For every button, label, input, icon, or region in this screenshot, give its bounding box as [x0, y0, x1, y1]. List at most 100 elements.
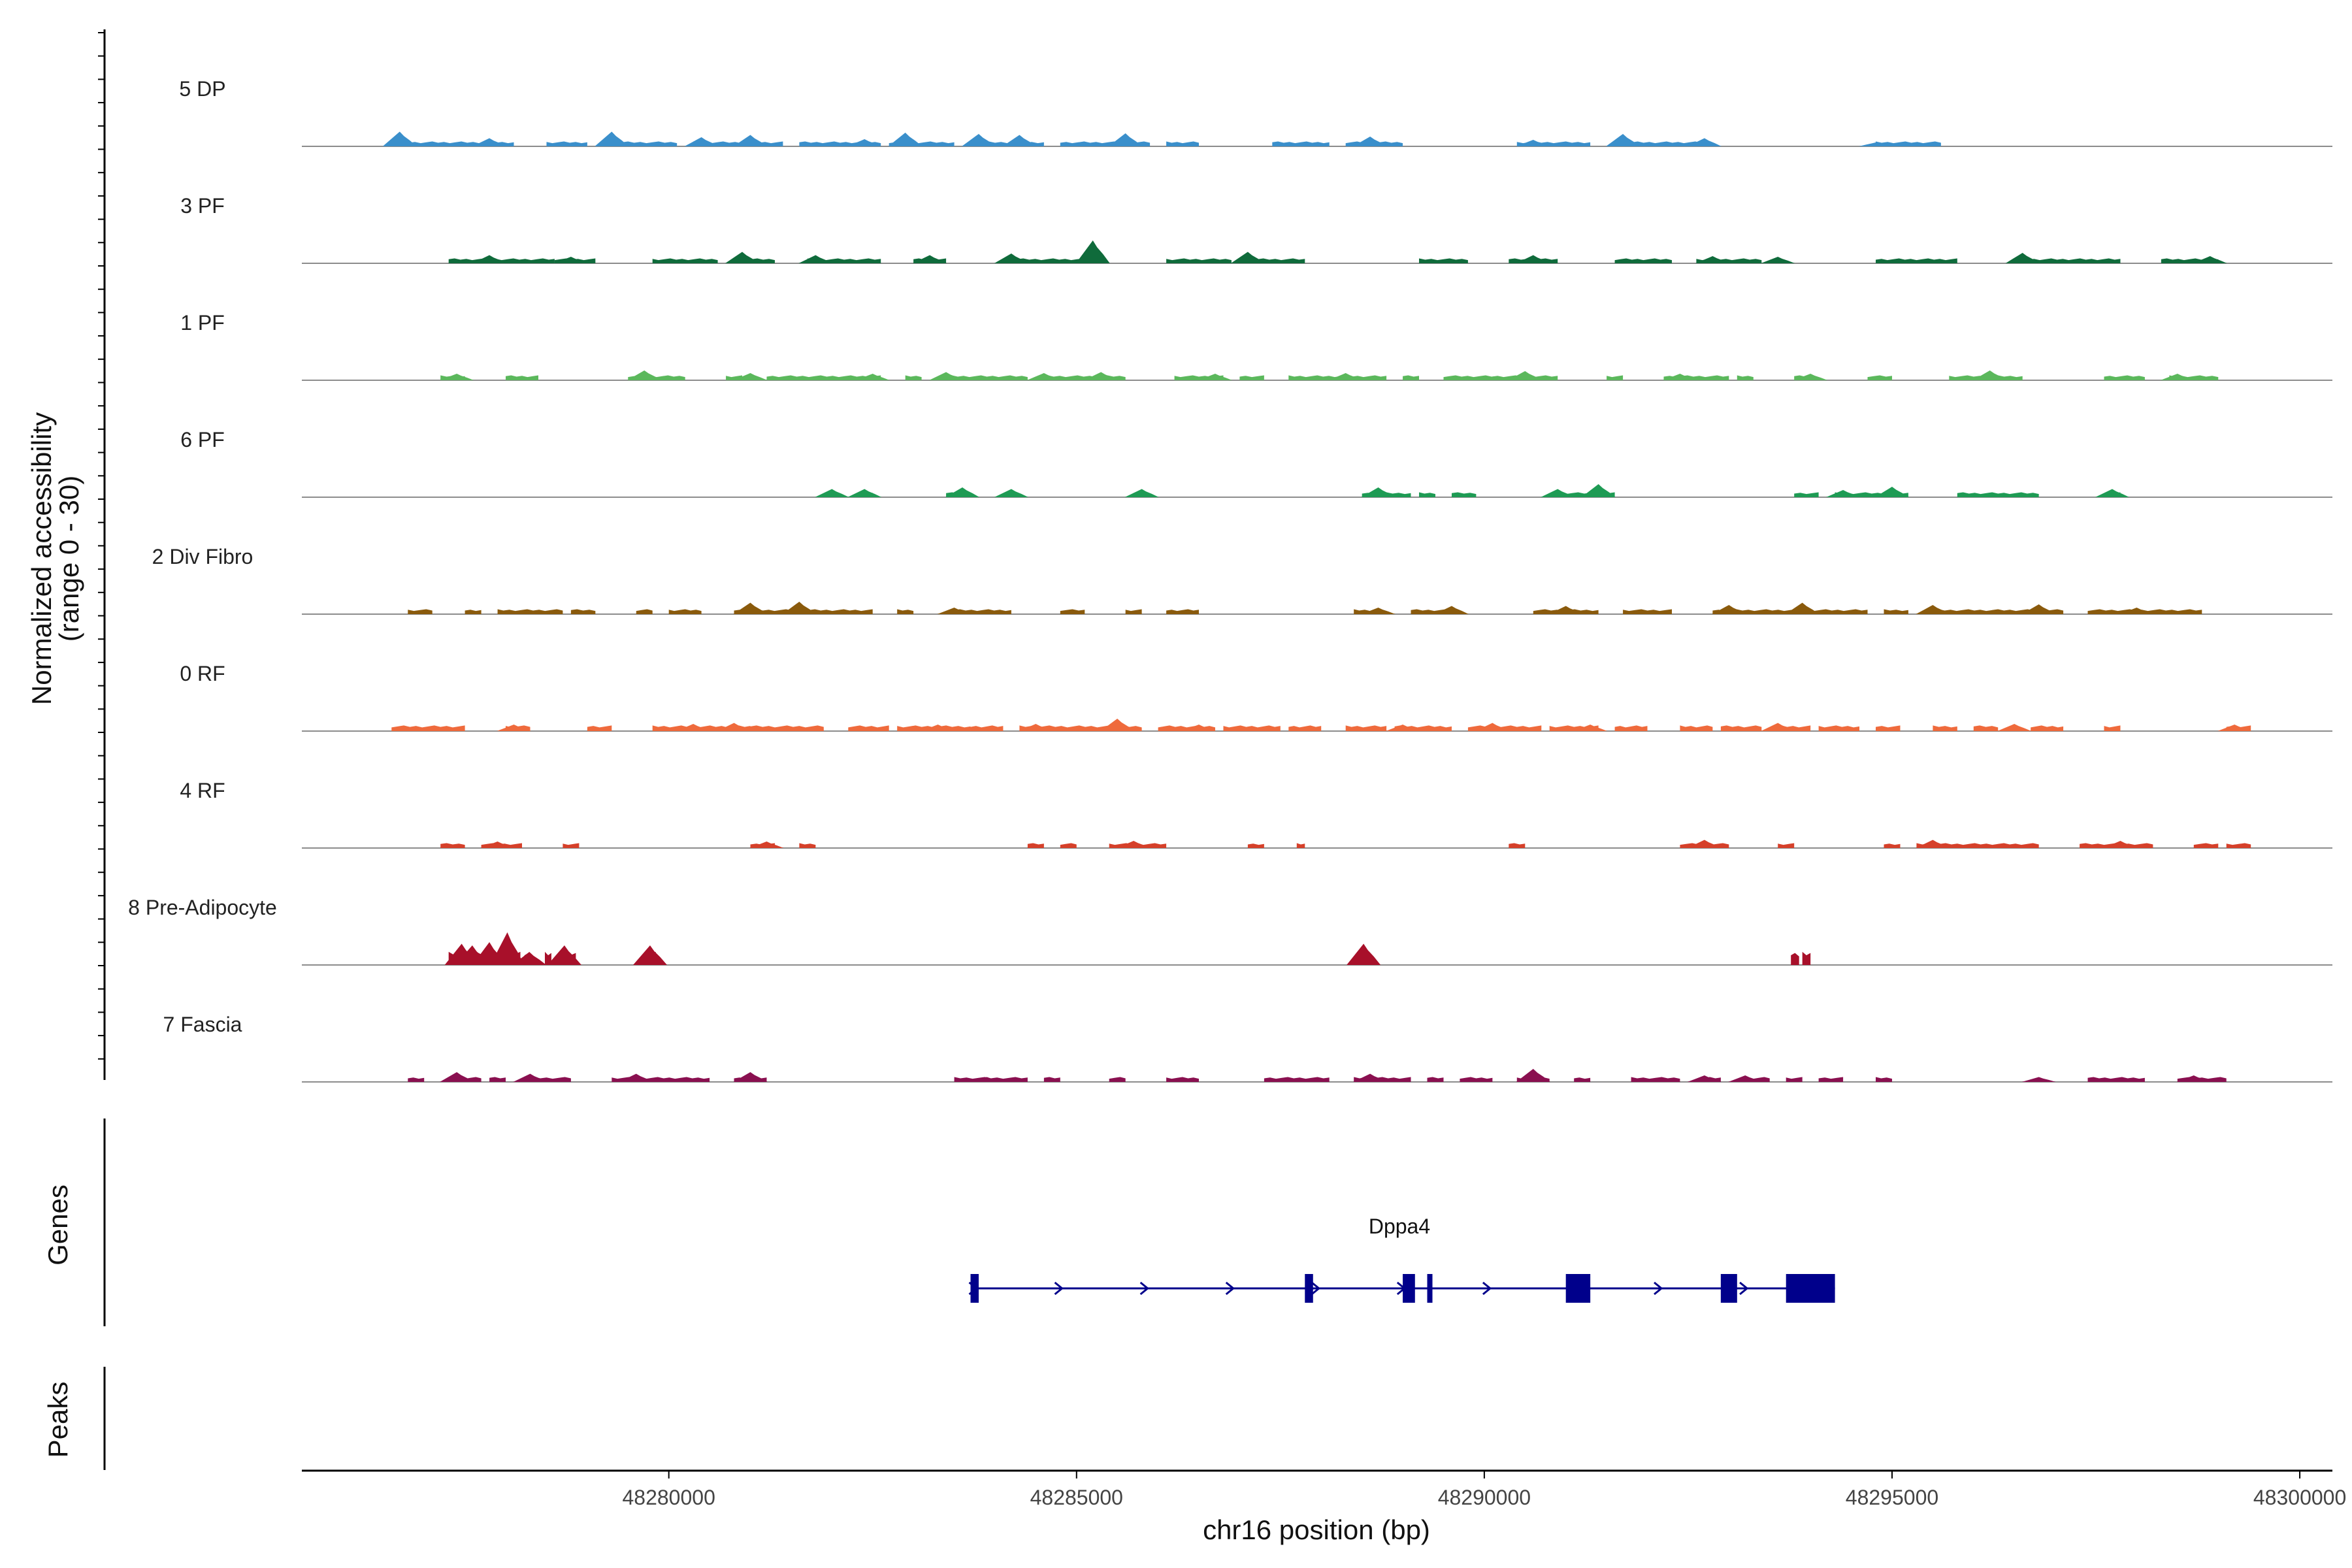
- coverage-peak: [595, 131, 629, 146]
- track-8-pre-adipocyte: 8 Pre-Adipocyte: [128, 896, 2332, 966]
- track-7-fascia: 7 Fascia: [163, 1013, 2332, 1083]
- coverage-peak: [717, 723, 751, 731]
- coverage-peak: [2103, 841, 2138, 848]
- coverage-block: [1509, 843, 1526, 848]
- strand-arrow: [1054, 1281, 1064, 1296]
- coverage-block: [2087, 1077, 2145, 1082]
- coverage-block: [1876, 141, 1941, 146]
- coverage-block: [2226, 843, 2251, 848]
- exon: [1786, 1274, 1835, 1303]
- coverage-block: [1345, 725, 1387, 731]
- track-4-rf: 4 RF: [180, 779, 2332, 849]
- coverage-block: [1933, 725, 1957, 731]
- gene-track: Dppa4: [968, 1215, 1835, 1303]
- coverage-block: [1818, 725, 1860, 731]
- coverage-peak: [1972, 370, 2007, 380]
- coverage-peak: [2021, 1077, 2056, 1082]
- coverage-peak: [1785, 602, 1820, 614]
- coverage-peak: [547, 945, 581, 965]
- coverage-peak: [1573, 725, 1608, 731]
- coverage-peak: [1728, 1075, 1763, 1082]
- coverage-block: [489, 1077, 506, 1082]
- coverage-peak: [1353, 137, 1388, 146]
- coverage-peak: [929, 372, 964, 380]
- coverage-block: [506, 375, 538, 380]
- x-tick-label: 48295000: [1846, 1486, 1938, 1509]
- track-6-pf: 6 PF: [180, 428, 2332, 498]
- coverage-block: [750, 725, 824, 731]
- coverage-block: [946, 375, 1028, 380]
- track-1-pf: 1 PF: [180, 311, 2332, 381]
- coverage-block: [1720, 725, 1762, 731]
- coverage-block: [1247, 843, 1264, 848]
- track-label: 2 Div Fibro: [152, 545, 253, 568]
- coverage-block: [1614, 258, 1672, 263]
- strand-arrow: [1225, 1281, 1235, 1296]
- coverage-peak: [1108, 133, 1143, 146]
- coverage-block: [1818, 1077, 1844, 1082]
- coverage-peak: [1712, 605, 1746, 614]
- coverage-block: [1614, 725, 1648, 731]
- coverage-block: [1125, 609, 1142, 614]
- coverage-peak: [1516, 140, 1550, 146]
- coverage-peak: [382, 131, 417, 146]
- coverage-block: [954, 609, 1011, 614]
- coverage-block: [1623, 609, 1672, 614]
- coverage-block: [1876, 1077, 1892, 1082]
- coverage-peak: [749, 841, 784, 848]
- coverage-block: [1403, 375, 1420, 380]
- coverage-peak: [1182, 725, 1217, 731]
- coverage-peak: [472, 138, 507, 146]
- peaks-panel-title: Peaks: [42, 1382, 73, 1458]
- coverage-peak: [1874, 487, 1909, 497]
- coverage-peak: [855, 374, 890, 380]
- exon: [1720, 1274, 1737, 1303]
- coverage-peak: [1606, 134, 1641, 146]
- coverage-peak: [627, 370, 662, 380]
- coverage-peak: [553, 257, 588, 263]
- coverage-peak: [733, 135, 768, 146]
- coverage-peak: [1361, 487, 1396, 497]
- exon: [1427, 1274, 1433, 1303]
- coverage-peak: [994, 253, 1028, 263]
- exon: [1403, 1274, 1415, 1303]
- coverage-peak: [2217, 725, 2252, 731]
- coverage-block: [1060, 843, 1077, 848]
- genes-panel-title: Genes: [42, 1184, 73, 1266]
- coverage-peak: [1084, 372, 1119, 380]
- coverage-block: [440, 843, 465, 848]
- coverage-peak: [1826, 490, 1861, 497]
- coverage-block: [1239, 375, 1264, 380]
- exon: [1565, 1274, 1591, 1303]
- coverage-peak: [994, 489, 1028, 497]
- coverage-block: [1884, 843, 1901, 848]
- coverage-block: [1614, 141, 1713, 146]
- gene-name-label: Dppa4: [1369, 1215, 1430, 1238]
- coverage-block: [652, 258, 718, 263]
- x-tick-label: 48285000: [1030, 1486, 1123, 1509]
- coverage-peak: [2021, 604, 2056, 614]
- coverage-peak: [1124, 489, 1159, 497]
- coverage-block: [1427, 1077, 1444, 1082]
- coverage-peak: [1548, 606, 1583, 614]
- track-2-div-fibro: 2 Div Fibro: [152, 545, 2332, 615]
- coverage-peak: [921, 725, 955, 731]
- coverage-peak: [913, 255, 947, 263]
- coverage-peak: [725, 252, 760, 263]
- coverage-block: [2193, 843, 2219, 848]
- coverage-peak: [1075, 240, 1110, 263]
- coverage-peak: [512, 952, 547, 965]
- coverage-tracks: 5 DP 3 PF 1 PF 6 PF 2 Div Fibro 0 RF 4 RF 8 Pre…: [128, 77, 2332, 1083]
- coverage-block: [1027, 843, 1044, 848]
- coverage-peak: [1541, 489, 1575, 497]
- coverage-peak: [490, 932, 525, 965]
- x-tick-label: 48300000: [2253, 1486, 2346, 1509]
- track-label: 3 PF: [180, 194, 225, 218]
- coverage-block: [544, 951, 551, 965]
- coverage-peak: [1695, 256, 1730, 263]
- coverage-peak: [632, 945, 667, 965]
- coverage-block: [1867, 375, 1892, 380]
- coverage-block: [408, 1077, 425, 1082]
- coverage-block: [1876, 725, 1901, 731]
- x-axis-ticks: 48280000 48285000 48290000 48295000 48300000: [622, 1471, 2346, 1509]
